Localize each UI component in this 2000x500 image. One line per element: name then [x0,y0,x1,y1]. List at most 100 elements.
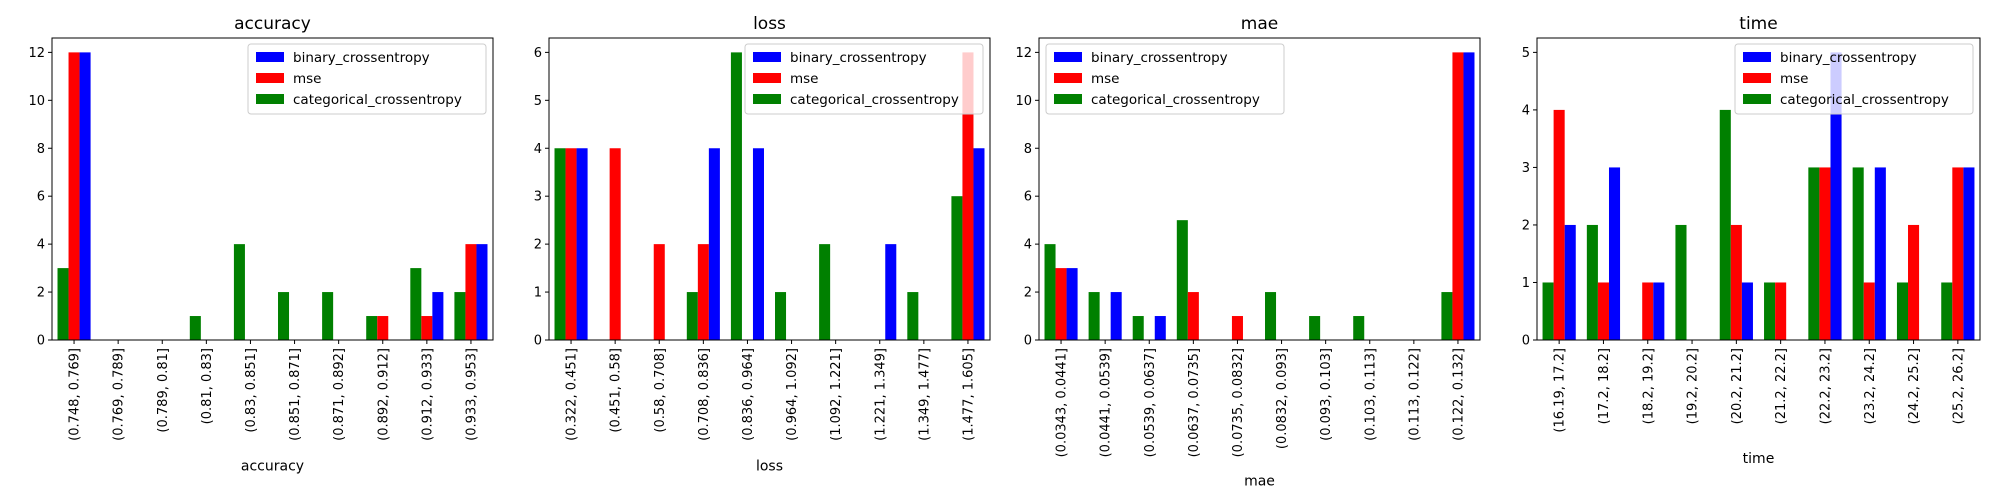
y-tick-label: 2 [1024,286,1032,301]
chart-title: accuracy [234,14,311,34]
bar-categorical_crossentropy-7 [366,316,378,340]
bar-categorical_crossentropy-6 [1808,167,1820,340]
x-tick-label: (0.748, 0.769] [68,348,83,441]
legend-swatch-binary_crossentropy [1054,52,1082,62]
bar-categorical_crossentropy-0 [57,268,69,340]
chart-title: mae [1241,14,1278,34]
x-tick-label: (0.871, 0.892] [332,348,347,441]
bar-categorical_crossentropy-5 [278,292,290,340]
legend-label-mse: mse [1091,71,1120,87]
legend-label-categorical_crossentropy: categorical_crossentropy [790,92,959,108]
x-tick-label: (25.2, 26.2] [1951,348,1966,424]
bar-mse-9 [465,244,477,340]
x-tick-label: (0.0539, 0.0637] [1143,348,1158,457]
bar-categorical_crossentropy-8 [1896,282,1909,340]
x-tick-label: (0.451, 0.58] [609,348,624,433]
bar-mse-8 [421,316,433,340]
bar-binary_crossentropy-4 [752,148,764,340]
bar-mse-7 [1863,282,1875,340]
bar-binary_crossentropy-9 [476,244,488,340]
bar-binary_crossentropy-6 [1830,52,1842,340]
x-tick-label: (0.113, 0.122] [1407,348,1422,441]
x-tick-label: (17.2, 18.2] [1597,348,1612,424]
bar-mse-0 [1553,109,1565,341]
legend-label-binary_crossentropy: binary_crossentropy [293,50,430,66]
legend-box [1045,43,1285,115]
legend-label-categorical_crossentropy: categorical_crossentropy [1091,92,1260,108]
bar-mse-9 [1452,52,1464,340]
bar-binary_crossentropy-7 [1874,167,1886,340]
bar-mse-2 [653,244,665,340]
panel-accuracy: 0 2 4 6 8 10 12 (0.748, 0.769] (0.769, 0.789] (0.… [28,14,494,474]
x-tick-label: (1.221, 1.349] [873,348,888,441]
bar-mse-1 [1597,282,1609,340]
bar-categorical_crossentropy-5 [775,292,787,340]
legend-swatch-mse [256,73,284,83]
bar-mse-2 [1642,282,1654,340]
y-tick-label: 0 [1024,334,1032,349]
panel-loss: 0 1 2 3 4 5 6 (0.322, 0.451] (0.451, 0.58] (0.58,… [534,14,991,474]
bar-categorical_crossentropy-3 [189,316,201,340]
legend-box [1734,43,1974,115]
bar-binary_crossentropy-9 [1463,52,1475,340]
legend-label-mse: mse [293,71,322,87]
bar-binary_crossentropy-0 [1066,268,1078,340]
axes-frame [1038,37,1481,341]
x-tick-label: (0.789, 0.81] [156,348,171,433]
y-tick-label: 8 [1024,142,1032,157]
bar-categorical_crossentropy-0 [1542,282,1554,340]
bar-categorical_crossentropy-2 [1132,316,1144,340]
legend-swatch-categorical_crossentropy [256,94,284,104]
x-tick-label: (1.477, 1.605] [961,348,976,441]
bar-binary_crossentropy-2 [1154,316,1166,340]
axes-frame [51,37,494,341]
bar-mse-9 [1952,167,1964,340]
y-tick-label: 5 [1522,46,1530,61]
bar-categorical_crossentropy-9 [1441,292,1453,340]
bar-binary_crossentropy-4 [1741,282,1753,340]
bar-categorical_crossentropy-6 [1309,316,1321,340]
legend-label-mse: mse [790,71,819,87]
y-tick-label: 6 [37,190,45,205]
x-axis-label: mae [1244,474,1275,490]
y-tick-label: 6 [1024,190,1032,205]
y-tick-label: 3 [534,190,542,205]
x-tick-label: (0.0832, 0.093] [1275,348,1290,449]
y-tick-label: 10 [28,94,45,109]
chart-title: loss [753,14,786,34]
y-tick-label: 3 [1522,161,1530,176]
x-tick-label: (0.964, 1.092] [785,348,800,441]
x-tick-label: (24.2, 25.2] [1907,348,1922,424]
legend-swatch-mse [1743,73,1771,83]
axes-frame [1536,37,1981,341]
y-tick-label: 1 [534,286,542,301]
x-tick-label: (23.2, 24.2] [1863,348,1878,424]
bar-categorical_crossentropy-4 [730,52,742,340]
bar-mse-0 [68,52,80,340]
x-tick-label: (0.708, 0.836] [697,348,712,441]
y-tick-label: 4 [534,142,542,157]
bar-mse-6 [1819,167,1831,340]
x-axis-label: loss [756,458,783,474]
x-tick-label: (0.769, 0.789] [112,348,127,441]
bar-binary_crossentropy-0 [1564,224,1576,340]
legend-label-binary_crossentropy: binary_crossentropy [1091,50,1228,66]
legend-swatch-categorical_crossentropy [1054,94,1082,104]
x-tick-label: (0.0343, 0.0441] [1055,348,1070,457]
bar-mse-3 [697,244,709,340]
x-tick-label: (0.0637, 0.0735] [1187,348,1202,457]
bar-mse-5 [1775,282,1787,340]
y-tick-label: 12 [1015,46,1032,61]
bar-categorical_crossentropy-9 [1941,282,1953,340]
bar-binary_crossentropy-0 [79,52,91,340]
bar-binary_crossentropy-1 [1608,167,1621,340]
legend-label-mse: mse [1780,71,1809,87]
bar-mse-4 [1231,316,1243,340]
x-tick-label: (0.81, 0.83] [200,348,215,424]
bar-categorical_crossentropy-7 [1852,167,1864,340]
bar-categorical_crossentropy-5 [1764,282,1776,340]
legend-swatch-binary_crossentropy [1743,52,1771,62]
x-tick-label: (16.19, 17.2] [1553,348,1568,433]
